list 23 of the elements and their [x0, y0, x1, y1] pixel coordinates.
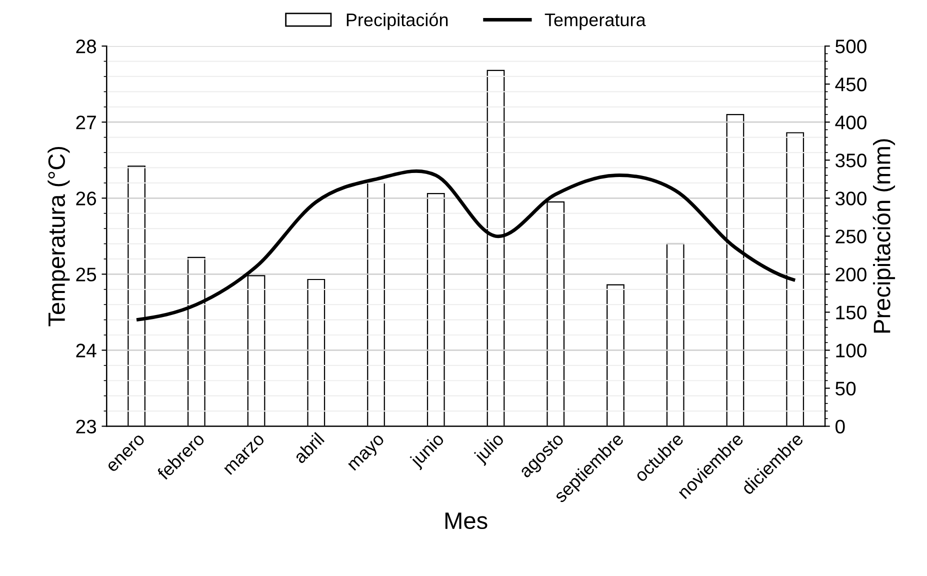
y-tick-label: 24	[76, 344, 96, 358]
y2-tick-label: 100	[836, 344, 866, 358]
y-tick-label: 28	[76, 40, 96, 54]
y2-tick-label: 250	[836, 230, 866, 244]
y2-tick-label: 50	[836, 382, 856, 396]
legend-label: Temperatura	[544, 14, 646, 30]
y-axis-title: Temperatura (°C)	[48, 146, 70, 326]
x-axis-title: Mes	[445, 512, 488, 530]
y2-tick-label: 400	[835, 116, 866, 130]
y-tick-label: 25	[76, 268, 96, 282]
y-tick-label: 27	[76, 116, 96, 130]
y2-tick-label: 0	[836, 420, 845, 434]
y-tick-label: 26	[76, 192, 96, 206]
y-tick-label: 23	[76, 420, 96, 434]
x-tick-label: julio	[472, 432, 508, 466]
y2-tick-label: 200	[836, 268, 866, 282]
legend-label: Precipitación	[346, 12, 448, 30]
y2-tick-label: 350	[835, 154, 866, 168]
y2-axis-title: Precipitación (mm)	[872, 139, 896, 333]
y2-tick-label: 500	[836, 40, 866, 54]
y2-tick-label: 450	[835, 78, 866, 92]
y2-tick-label: 300	[835, 192, 866, 206]
y2-tick-label: 150	[836, 306, 866, 320]
